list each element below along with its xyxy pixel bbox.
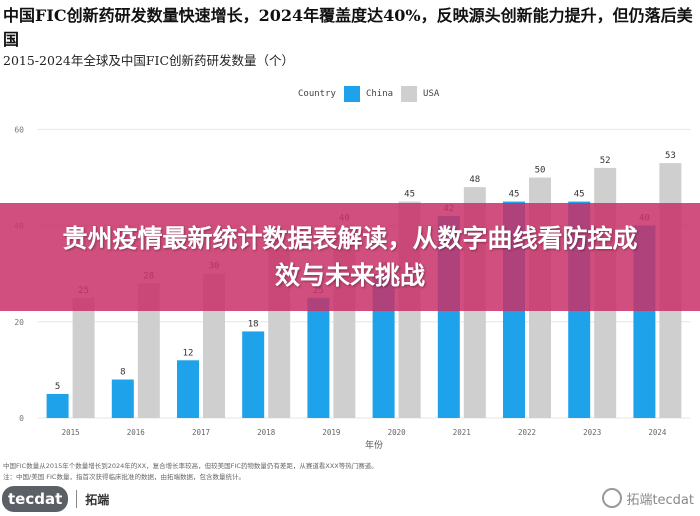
- header-title: 中国FIC创新药研发数量快速增长，2024年覆盖度达40%，反映源头创新能力提升…: [3, 6, 693, 49]
- x-axis-label: 年份: [365, 439, 383, 451]
- bar-china-2015: [46, 393, 69, 418]
- chart-legend: Country China USA: [298, 86, 439, 102]
- x-tick-label: 2019: [322, 428, 340, 437]
- logo-divider: [76, 490, 78, 508]
- x-tick-label: 2023: [583, 428, 601, 437]
- x-tick-label: 2022: [518, 428, 536, 437]
- data-label-china-2022: 45: [509, 190, 520, 200]
- logo-badge: tecdat: [2, 486, 69, 512]
- data-label-usa-2020: 45: [404, 190, 415, 200]
- bar-china-2016: [111, 379, 134, 418]
- y-tick-label: 20: [14, 318, 24, 327]
- data-label-china-2023: 45: [574, 190, 585, 200]
- legend-label-usa: USA: [423, 89, 440, 99]
- x-tick-label: 2020: [388, 428, 407, 437]
- watermark-text: 拓端tecdat: [626, 492, 694, 508]
- bar-china-2017: [177, 360, 199, 418]
- data-label-usa-2023: 52: [600, 156, 611, 166]
- x-tick-label: 2015: [62, 428, 80, 437]
- x-tick-label: 2016: [127, 428, 146, 437]
- legend-label-china: China: [365, 89, 394, 99]
- footnote-2: 注：中国/美国 FIC数量，指首次获得临床批准的数据，由拓端数据，包含数量统计。: [3, 473, 245, 481]
- legend-title: Country: [298, 89, 336, 99]
- data-label-china-2015: 5: [55, 382, 60, 392]
- x-tick-label: 2024: [648, 428, 667, 437]
- data-label-china-2018: 18: [248, 319, 259, 329]
- data-label-china-2016: 8: [120, 368, 125, 378]
- data-label-usa-2024: 53: [665, 151, 676, 161]
- x-tick-label: 2018: [257, 428, 276, 437]
- watermark-icon: [602, 488, 623, 508]
- bar-usa-2016: [137, 283, 160, 418]
- data-label-usa-2022: 50: [535, 166, 546, 176]
- bar-usa-2015: [72, 297, 95, 418]
- legend-swatch-usa: [401, 86, 418, 102]
- watermark: 拓端tecdat: [602, 488, 694, 508]
- legend-swatch-china: [343, 86, 360, 102]
- logo-brand: 拓端: [85, 492, 110, 507]
- chart-title: 2015-2024年全球及中国FIC创新药研发数量（个）: [3, 53, 295, 68]
- x-tick-label: 2017: [192, 428, 210, 437]
- headline-text: 贵州疫情最新统计数据表解读，从数字曲线看防控成效与未来挑战: [62, 224, 638, 290]
- bar-china-2018: [242, 331, 265, 418]
- headline-banner: 贵州疫情最新统计数据表解读，从数字曲线看防控成效与未来挑战: [0, 203, 700, 311]
- x-tick-label: 2021: [453, 428, 471, 437]
- y-tick-label: 0: [19, 414, 24, 423]
- tecdat-logo: tecdat 拓端: [2, 484, 109, 514]
- data-label-china-2017: 12: [183, 348, 194, 358]
- footnote-1: 中国FIC数量从2015年个数量增长到2024年的XX，复合增长率较高，但较美国…: [3, 462, 378, 470]
- data-label-usa-2021: 48: [469, 175, 480, 185]
- bar-china-2019: [307, 297, 330, 418]
- y-tick-label: 60: [14, 125, 24, 134]
